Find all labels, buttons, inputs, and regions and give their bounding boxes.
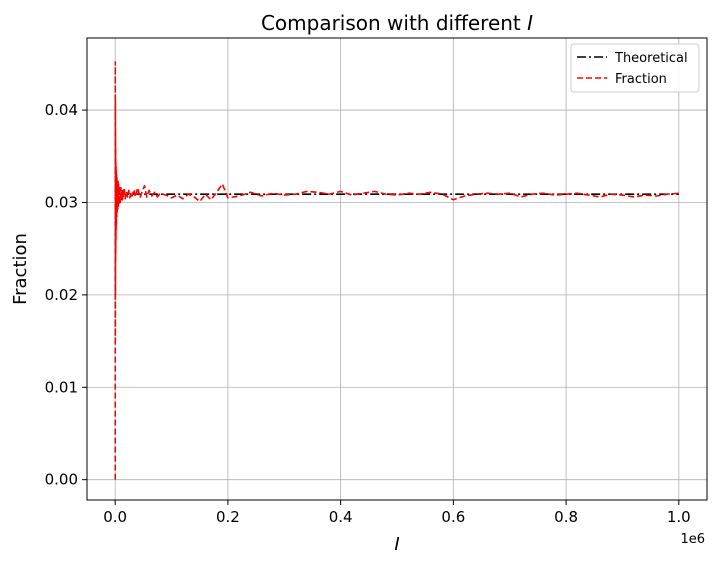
y-tick-label: 0.02 (45, 286, 78, 304)
y-tick-label: 0.04 (45, 101, 78, 119)
x-tick-label: 0.2 (216, 508, 240, 526)
legend-label-theoretical: Theoretical (614, 51, 688, 66)
chart-title-variable: I (527, 11, 533, 35)
chart-title: Comparison with different I (261, 11, 533, 35)
y-axis: 0.00 0.01 0.02 0.03 0.04 (45, 101, 87, 489)
x-axis: 0.0 0.2 0.4 0.6 0.8 1.0 (103, 500, 691, 526)
legend-box (570, 43, 700, 93)
x-tick-label: 1.0 (667, 508, 691, 526)
y-tick-label: 0.00 (45, 471, 78, 489)
x-tick-label: 0.8 (554, 508, 578, 526)
legend: Theoretical Fraction (570, 43, 700, 93)
chart-title-text: Comparison with different (261, 11, 527, 35)
plot-frame (86, 37, 708, 501)
y-tick-label: 0.01 (45, 378, 78, 396)
x-tick-label: 0.6 (441, 508, 465, 526)
grid-lines (87, 38, 707, 500)
x-tick-label: 0.0 (103, 508, 127, 526)
legend-label-fraction: Fraction (615, 72, 667, 87)
series-line-fraction (114, 61, 679, 480)
y-tick-label: 0.03 (45, 193, 78, 211)
x-axis-label: I (394, 534, 399, 555)
x-tick-label: 0.4 (329, 508, 353, 526)
x-offset-label: 1e6 (680, 532, 705, 547)
y-axis-label: Fraction (10, 233, 31, 305)
series-layer (114, 61, 679, 480)
